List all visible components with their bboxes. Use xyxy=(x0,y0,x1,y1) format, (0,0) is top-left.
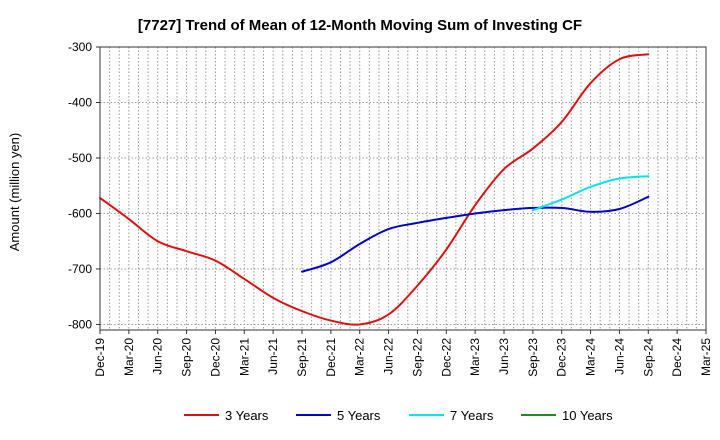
x-tick-label: Mar-22 xyxy=(353,338,367,376)
x-tick-label: Mar-25 xyxy=(699,338,713,376)
x-tick-label: Mar-24 xyxy=(584,338,598,376)
x-tick-label: Sep-23 xyxy=(526,338,540,377)
y-tick-label: -700 xyxy=(68,262,92,276)
legend: 3 Years 5 Years 7 Years 10 Years xyxy=(184,408,613,423)
plot-border xyxy=(99,46,707,331)
y-tick-label: -600 xyxy=(68,206,92,220)
x-axis-ticks: Dec-19 Mar-20 Jun-20 Sep-20 Dec-20 Mar-21 Jun-… xyxy=(93,330,713,377)
x-tick-label: Sep-21 xyxy=(295,338,309,377)
x-tick-label: Dec-22 xyxy=(439,338,453,377)
gridlines xyxy=(100,46,706,330)
x-tick-label: Mar-23 xyxy=(468,338,482,376)
series-line-5-years xyxy=(301,195,650,273)
x-tick-label: Mar-21 xyxy=(237,338,251,376)
series-line-7-years xyxy=(531,175,650,212)
x-tick-label: Jun-20 xyxy=(151,338,165,375)
chart-title: [7727] Trend of Mean of 12-Month Moving … xyxy=(138,17,582,34)
series-layer xyxy=(99,53,650,326)
plot-area xyxy=(100,47,706,330)
x-tick-label: Dec-23 xyxy=(555,338,569,377)
legend-label-7-years: 7 Years xyxy=(450,408,494,423)
legend-label-10-years: 10 Years xyxy=(562,408,613,423)
y-tick-label: -800 xyxy=(68,317,92,331)
x-tick-label: Dec-19 xyxy=(93,338,107,377)
legend-label-3-years: 3 Years xyxy=(225,408,269,423)
y-axis-label: Amount (million yen) xyxy=(7,133,22,252)
series-line-3-years xyxy=(99,53,650,326)
x-tick-label: Dec-21 xyxy=(324,338,338,377)
y-tick-label: -300 xyxy=(68,40,92,54)
plot-background xyxy=(100,47,706,330)
x-tick-label: Sep-20 xyxy=(180,338,194,377)
x-tick-label: Jun-22 xyxy=(382,338,396,375)
x-tick-label: Mar-20 xyxy=(122,338,136,376)
x-tick-label: Sep-24 xyxy=(641,338,655,377)
x-tick-label: Jun-24 xyxy=(612,338,626,375)
x-tick-label: Jun-21 xyxy=(266,338,280,375)
y-axis-ticks: -300 -400 -500 -600 -700 -800 xyxy=(68,40,100,331)
y-tick-label: -500 xyxy=(68,151,92,165)
x-tick-label: Dec-20 xyxy=(208,338,222,377)
x-tick-label: Jun-23 xyxy=(497,338,511,375)
x-tick-label: Sep-22 xyxy=(410,338,424,377)
plot-frame xyxy=(99,46,707,331)
x-tick-label: Dec-24 xyxy=(670,338,684,377)
legend-label-5-years: 5 Years xyxy=(337,408,381,423)
y-tick-label: -400 xyxy=(68,95,92,109)
